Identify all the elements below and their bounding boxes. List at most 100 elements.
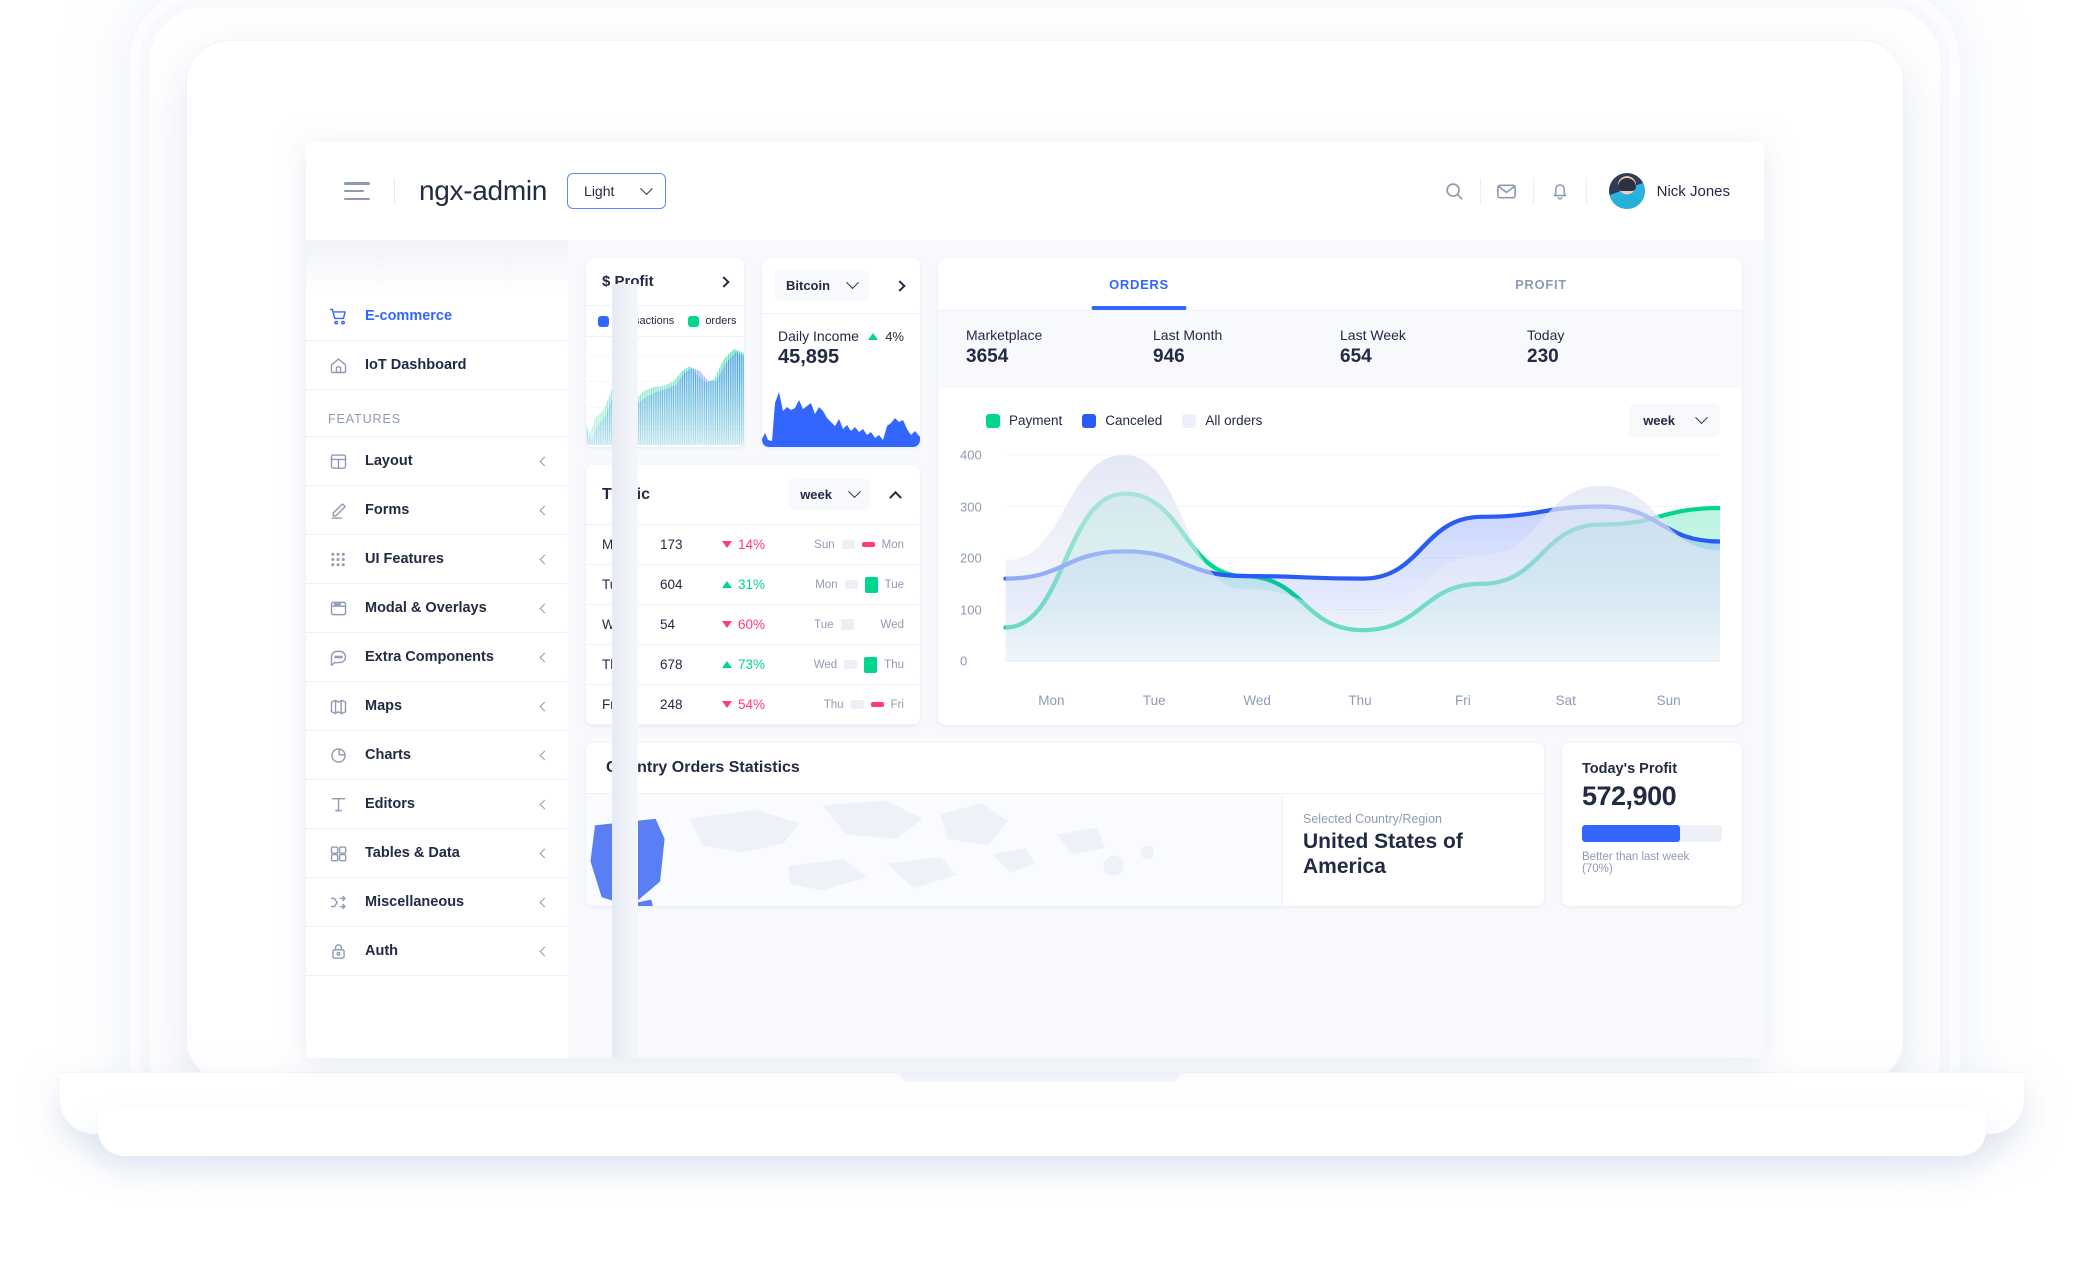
legend-swatch — [1082, 413, 1097, 428]
sidebar-item-modal-overlays[interactable]: Modal & Overlays — [306, 584, 568, 633]
table-row[interactable]: Wed 54 60% Tue Wed — [586, 605, 920, 645]
legend-swatch-orders — [688, 315, 700, 327]
chart-legend-all-orders[interactable]: All orders — [1182, 413, 1262, 428]
x-axis-label: Sun — [1656, 693, 1681, 708]
triangle-up-icon — [722, 581, 732, 588]
chevron-down-icon — [846, 276, 859, 290]
stat-last-week: Last Week 654 — [1340, 327, 1527, 368]
bar-prev — [841, 540, 855, 549]
sidebar-item-e-commerce[interactable]: E-commerce — [306, 292, 568, 341]
sidebar-item-label: IoT Dashboard — [365, 357, 467, 373]
header-actions: Nick Jones — [1428, 169, 1730, 213]
profit-card-header: $ Profit — [586, 258, 744, 305]
chat-icon — [328, 647, 349, 668]
sidebar-item-ui-features[interactable]: UI Features — [306, 535, 568, 584]
traffic-mini-bars: Sun Mon — [814, 539, 904, 551]
app-body: E-commerce IoT Dashboard FEATURES Layout… — [306, 240, 1764, 1058]
bar-next — [864, 576, 878, 593]
laptop-foot — [98, 1108, 1986, 1156]
world-map[interactable] — [586, 794, 1282, 906]
cart-icon — [328, 306, 349, 327]
sidebar-section-caption: FEATURES — [306, 390, 568, 437]
user-name: Nick Jones — [1656, 182, 1730, 200]
top-row: $ Profit transactions — [586, 258, 1742, 725]
legend-swatch — [1182, 413, 1197, 428]
tab-orders[interactable]: ORDERS — [938, 258, 1340, 310]
sidebar-item-label: Charts — [365, 747, 411, 763]
sidebar-item-list: E-commerce IoT Dashboard FEATURES Layout… — [306, 292, 568, 976]
menu-toggle-icon[interactable] — [344, 182, 370, 200]
sidebar-item-label: Tables & Data — [365, 845, 460, 861]
sidebar-item-label: Forms — [365, 502, 410, 518]
sidebar-item-miscellaneous[interactable]: Miscellaneous — [306, 878, 568, 927]
traffic-period-value: week — [800, 487, 832, 502]
theme-select-value: Light — [584, 183, 615, 199]
traffic-prev-day: Sun — [814, 538, 835, 551]
bell-icon[interactable] — [1534, 169, 1586, 213]
chevron-right-icon[interactable] — [894, 279, 906, 292]
search-icon[interactable] — [1428, 169, 1480, 213]
orders-period-select[interactable]: week — [1629, 404, 1720, 437]
map-icon — [328, 696, 349, 717]
currency-select[interactable]: Bitcoin — [774, 270, 870, 301]
pie-icon — [328, 745, 349, 766]
sidebar-item-label: Miscellaneous — [365, 894, 465, 910]
chevron-right-icon[interactable] — [718, 275, 730, 288]
chevron-down-icon — [848, 485, 861, 499]
chevron-down-icon — [1695, 411, 1708, 425]
sidebar-item-editors[interactable]: Editors — [306, 780, 568, 829]
bar-next — [870, 702, 884, 707]
change-value: 4% — [885, 328, 904, 344]
x-axis-label: Mon — [1038, 693, 1065, 708]
triangle-up-icon — [722, 661, 732, 668]
sidebar-item-charts[interactable]: Charts — [306, 731, 568, 780]
app-header: ngx-admin Light — [306, 142, 1764, 240]
table-row[interactable]: Mon 173 14% Sun Mon — [586, 525, 920, 565]
y-axis-label: 300 — [960, 499, 982, 514]
email-icon[interactable] — [1481, 169, 1533, 213]
bar-prev — [844, 580, 858, 589]
chart-legend-canceled[interactable]: Canceled — [1082, 413, 1162, 428]
traffic-prev-day: Wed — [813, 658, 838, 671]
bitcoin-card: Bitcoin Daily Income — [762, 258, 920, 447]
traffic-period-select[interactable]: week — [788, 479, 871, 510]
text-icon — [328, 794, 349, 815]
theme-select[interactable]: Light — [567, 173, 667, 209]
stat-value: 946 — [1153, 346, 1185, 367]
sidebar-item-extra-components[interactable]: Extra Components — [306, 633, 568, 682]
sidebar-item-auth[interactable]: Auth — [306, 927, 568, 976]
screen-viewport: ngx-admin Light — [306, 142, 1764, 1058]
stat-label: Last Month — [1153, 327, 1223, 343]
todays-profit-card: Today's Profit 572,900 Better than last … — [1562, 743, 1742, 906]
brand-title[interactable]: ngx-admin — [419, 175, 548, 206]
triangle-down-icon — [722, 701, 732, 708]
tab-profit[interactable]: PROFIT — [1515, 276, 1567, 292]
country-card-header: Country Orders Statistics — [586, 743, 1544, 794]
chevron-left-icon — [539, 554, 550, 564]
bar-next — [864, 656, 878, 673]
traffic-value: 54 — [660, 617, 676, 632]
daily-income-row: Daily Income 4% — [778, 328, 904, 344]
selected-country-info: Selected Country/Region United States of… — [1282, 794, 1544, 906]
sidebar-item-layout[interactable]: Layout — [306, 437, 568, 486]
country-card-title: Country Orders Statistics — [606, 759, 800, 776]
sidebar-item-maps[interactable]: Maps — [306, 682, 568, 731]
daily-income-change: 4% — [868, 329, 904, 344]
legend-swatch — [986, 413, 1000, 428]
country-orders-card: Country Orders Statistics — [586, 743, 1544, 906]
chevron-left-icon — [539, 848, 550, 858]
action-divider — [1479, 178, 1481, 204]
sidebar-item-label: Layout — [365, 453, 413, 469]
orders-period-value: week — [1643, 413, 1675, 428]
chevron-left-icon — [539, 603, 550, 613]
collapse-icon[interactable] — [889, 490, 902, 504]
traffic-change: 73% — [722, 657, 796, 672]
sidebar-item-forms[interactable]: Forms — [306, 486, 568, 535]
chart-legend-payment[interactable]: Payment — [986, 413, 1062, 428]
traffic-mini-bars: Wed Thu — [813, 656, 904, 673]
sidebar-item-tables-data[interactable]: Tables & Data — [306, 829, 568, 878]
user-menu[interactable]: Nick Jones — [1608, 173, 1730, 209]
sidebar-item-iot-dashboard[interactable]: IoT Dashboard — [306, 341, 568, 390]
stat-marketplace: Marketplace 3654 — [966, 327, 1153, 368]
traffic-value: 604 — [660, 577, 683, 592]
